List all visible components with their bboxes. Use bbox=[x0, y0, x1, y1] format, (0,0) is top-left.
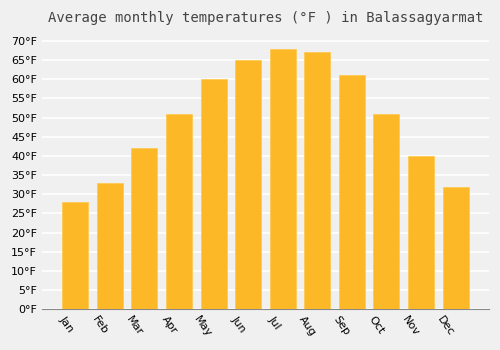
Bar bbox=[235, 60, 261, 309]
Bar bbox=[200, 79, 226, 309]
Title: Average monthly temperatures (°F ) in Balassagyarmat: Average monthly temperatures (°F ) in Ba… bbox=[48, 11, 483, 25]
Bar bbox=[166, 114, 192, 309]
Bar bbox=[442, 187, 468, 309]
Bar bbox=[374, 114, 400, 309]
Bar bbox=[62, 202, 88, 309]
Bar bbox=[408, 156, 434, 309]
Bar bbox=[97, 183, 123, 309]
Bar bbox=[339, 75, 365, 309]
Bar bbox=[132, 148, 158, 309]
Bar bbox=[304, 52, 330, 309]
Bar bbox=[270, 49, 295, 309]
